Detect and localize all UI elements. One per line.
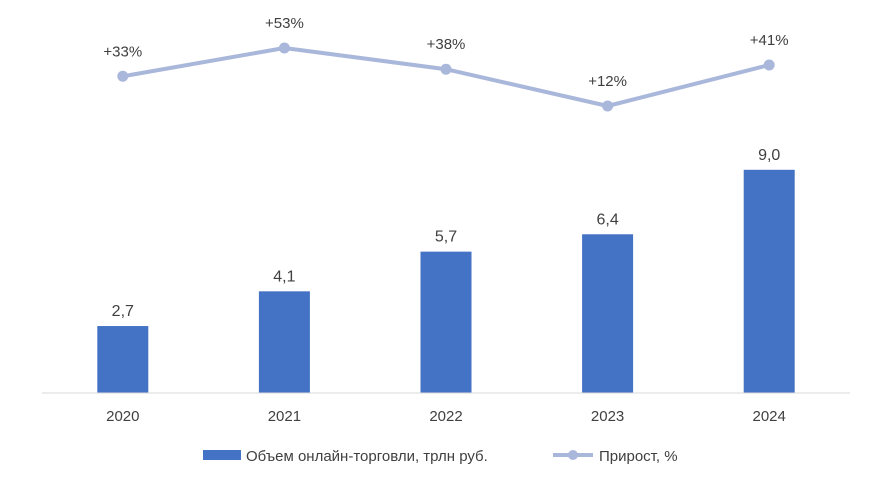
legend-label-growth: Прирост, % (599, 448, 678, 465)
growth-line (122, 46, 770, 108)
bar-2020 (97, 326, 149, 393)
growth-label-2020: +33% (103, 43, 142, 60)
bar-label-2020: 2,7 (112, 303, 134, 320)
x-tick-2022: 2022 (429, 408, 462, 425)
bar-label-2024: 9,0 (758, 147, 780, 164)
legend-swatch-volume (203, 450, 241, 460)
growth-line-layer: +33% +53% +38% +12% +41% (103, 15, 789, 112)
growth-point-2022 (440, 63, 452, 75)
bar-label-2023: 6,4 (596, 211, 618, 228)
bar-2024 (743, 169, 795, 393)
x-tick-2021: 2021 (268, 408, 301, 425)
bar-2022 (420, 251, 472, 393)
legend-swatch-growth-marker (568, 450, 578, 460)
bar-label-2022: 5,7 (435, 229, 457, 246)
growth-label-2024: +41% (750, 32, 789, 49)
growth-label-2022: +38% (427, 36, 466, 53)
legend: Объем онлайн-торговли, трлн руб. Прирост… (203, 448, 678, 465)
growth-point-2024 (763, 59, 775, 71)
x-tick-labels: 2020 2021 2022 2023 2024 (106, 408, 786, 425)
bar-label-2021: 4,1 (273, 268, 295, 285)
bar-2023 (582, 234, 634, 393)
x-tick-2023: 2023 (591, 408, 624, 425)
bar-2021 (258, 291, 310, 393)
x-tick-2020: 2020 (106, 408, 139, 425)
growth-label-2021: +53% (265, 15, 304, 32)
growth-point-2021 (278, 42, 290, 54)
growth-point-2020 (117, 70, 129, 82)
legend-label-volume: Объем онлайн-торговли, трлн руб. (246, 448, 488, 465)
growth-label-2023: +12% (588, 73, 627, 90)
bars-layer: 2,7 4,1 5,7 6,4 9,0 (97, 147, 795, 393)
x-tick-2024: 2024 (753, 408, 786, 425)
growth-point-2023 (602, 100, 614, 112)
